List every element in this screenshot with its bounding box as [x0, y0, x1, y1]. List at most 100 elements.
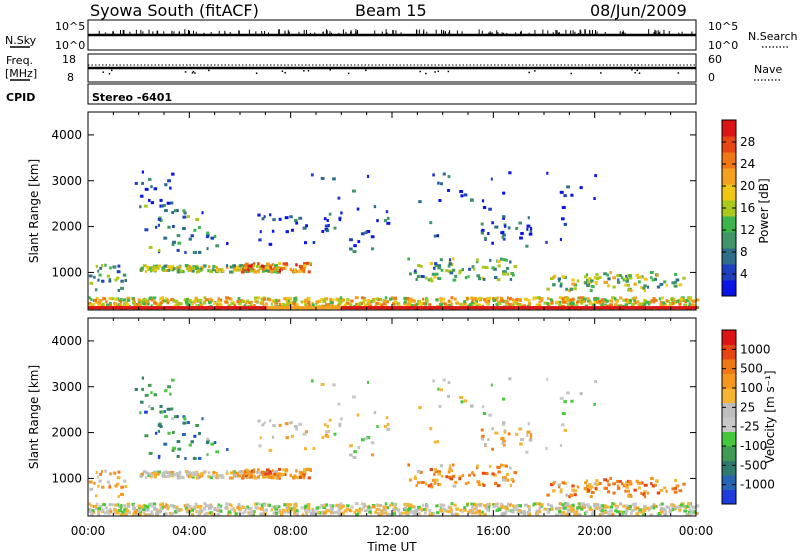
velocity-gate [107, 510, 112, 514]
power-gate [119, 300, 123, 304]
power-gate [692, 299, 696, 303]
colorbar-tick-label: 500 [740, 362, 763, 376]
velocity-gate [571, 488, 576, 492]
velocity-gate [566, 504, 570, 508]
velocity-gate [635, 512, 639, 516]
velocity-gate [209, 505, 214, 509]
velocity-gate [659, 508, 664, 512]
velocity-gate [340, 511, 345, 515]
power-gate [571, 299, 575, 303]
power-gate [322, 300, 327, 304]
power-gate [508, 297, 511, 301]
velocity-gate [635, 479, 639, 483]
velocity-gate [614, 503, 617, 507]
velocity-gate [549, 504, 553, 508]
colorbar-segment [722, 136, 736, 153]
power-gate [561, 297, 565, 301]
velocity-gate [550, 507, 554, 511]
power-gate [569, 298, 573, 302]
power-gate [461, 304, 464, 308]
power-gate [429, 262, 434, 266]
power-gate [198, 304, 201, 308]
velocity-gate [125, 509, 130, 513]
velocity-gate [303, 476, 306, 480]
velocity-gate [450, 502, 454, 506]
velocity-gate [269, 475, 274, 479]
power-gate [571, 282, 576, 286]
power-gate [383, 219, 387, 223]
velocity-gate [595, 479, 599, 483]
power-gate [484, 266, 489, 270]
power-gate [185, 264, 188, 268]
power-gate [176, 270, 181, 274]
velocity-gate [607, 490, 611, 494]
power-gate [228, 297, 232, 301]
velocity-gate [171, 378, 175, 382]
power-gate [146, 302, 150, 306]
velocity-gate [477, 482, 481, 486]
freq-outlier [184, 71, 187, 73]
velocity-gate [317, 505, 322, 509]
velocity-gate [172, 446, 177, 450]
velocity-gate [574, 513, 578, 517]
colorbar-tick-label: -25 [740, 420, 760, 434]
velocity-gate [192, 505, 197, 509]
power-gate [292, 300, 297, 304]
velocity-gate [616, 486, 621, 490]
velocity-gate [241, 511, 245, 515]
power-gate [272, 270, 276, 274]
power-gate [302, 267, 306, 271]
velocity-gate [577, 506, 581, 510]
velocity-gate [609, 476, 612, 480]
velocity-gate [429, 483, 433, 487]
freq-spikes [102, 69, 680, 75]
colorbar-segment [722, 152, 736, 169]
velocity-gate [164, 415, 168, 419]
velocity-gate [619, 480, 622, 484]
velocity-gate [477, 503, 481, 507]
power-gate [561, 275, 566, 279]
velocity-gate [650, 482, 653, 486]
velocity-gate [587, 483, 592, 487]
power-gate [233, 264, 236, 268]
power-gate [413, 303, 417, 307]
velocity-gate [452, 463, 455, 467]
velocity-gate [417, 505, 421, 509]
power-gate [102, 302, 105, 306]
velocity-gate [229, 471, 234, 475]
power-gate [230, 298, 233, 302]
velocity-gate [622, 504, 625, 508]
velocity-gate [154, 472, 159, 476]
velocity-gate [190, 512, 194, 516]
power-gate [230, 301, 235, 305]
velocity-gate [447, 394, 451, 398]
velocity-gate [211, 474, 215, 478]
velocity-gate [429, 427, 433, 431]
power-gate [481, 199, 485, 203]
power-gate [148, 177, 152, 181]
nsearch-tick-bottom: 10^0 [708, 39, 738, 52]
power-gate [493, 267, 497, 271]
velocity-gate [374, 510, 378, 514]
velocity-gate [629, 511, 633, 515]
power-gate [642, 303, 647, 307]
power-gate [605, 299, 609, 303]
velocity-gate [163, 505, 167, 509]
velocity-gate [285, 503, 289, 507]
velocity-gate [247, 470, 252, 474]
velocity-gate [174, 509, 178, 513]
velocity-gate [98, 508, 102, 512]
power-gate [604, 298, 607, 302]
velocity-gate [375, 507, 379, 511]
power-gate [135, 302, 139, 306]
velocity-gate [560, 423, 565, 427]
velocity-gate [267, 475, 272, 479]
power-gate [346, 298, 350, 302]
velocity-gate [558, 509, 562, 513]
power-gate [244, 301, 248, 305]
nsearch-tick-top: 10^5 [708, 20, 738, 33]
velocity-gate [311, 507, 314, 511]
power-gate [483, 298, 487, 302]
velocity-gate [197, 456, 202, 460]
